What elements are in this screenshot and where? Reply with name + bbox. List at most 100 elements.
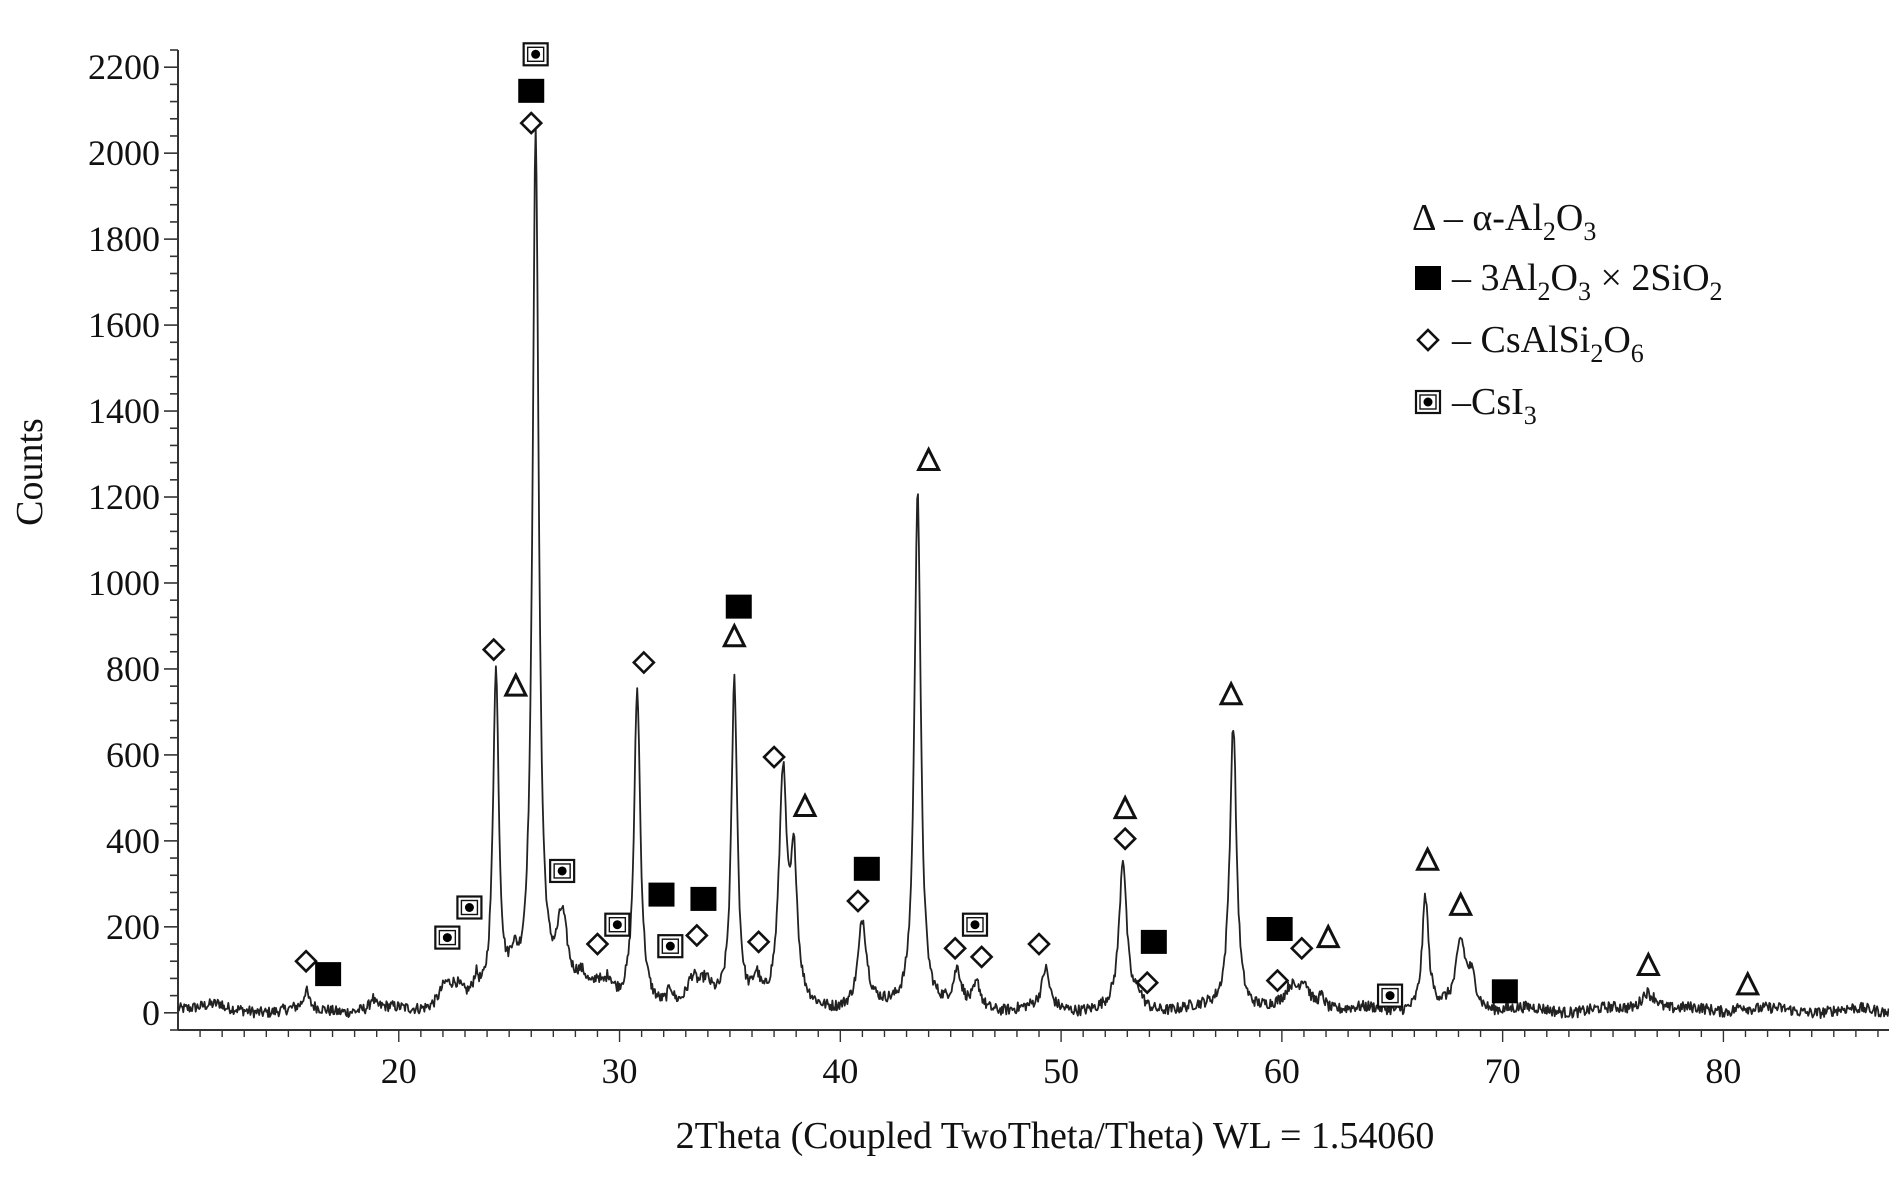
x-tick-label: 80 xyxy=(1705,1051,1741,1091)
marker-diamond xyxy=(631,650,656,675)
square-symbol xyxy=(1491,979,1518,1004)
square-symbol xyxy=(648,882,675,907)
marker-dotbox xyxy=(549,858,576,884)
triangle-symbol xyxy=(1735,970,1761,996)
legend-text-part: – 3Al xyxy=(1451,257,1538,299)
legend-label: Δ – α-Al2O3 xyxy=(1412,197,1596,246)
legend-label: –CsI3 xyxy=(1451,381,1537,430)
marker-diamond xyxy=(294,949,318,974)
legend-entry: – 3Al2O3 × 2SiO2 xyxy=(1415,257,1723,306)
square-symbol xyxy=(1140,929,1167,954)
legend-text-part: –CsI xyxy=(1451,381,1524,423)
y-tick-label: 1000 xyxy=(88,563,160,603)
marker-dotbox xyxy=(456,895,483,920)
marker-triangle xyxy=(1415,845,1441,871)
y-tick-label: 0 xyxy=(142,993,160,1033)
triangle-symbol xyxy=(1112,794,1138,820)
square-symbol xyxy=(690,886,717,911)
dot-symbol xyxy=(665,941,675,951)
diffraction-curve xyxy=(177,125,1889,1019)
triangle-symbol xyxy=(721,622,747,648)
legend-text-part: – CsAlSi xyxy=(1451,319,1590,361)
legend-text-part: O xyxy=(1603,319,1630,361)
diamond-symbol xyxy=(585,932,610,956)
legend-symbol-dotbox xyxy=(1414,389,1442,415)
legend-entry: – CsAlSi2O6 xyxy=(1416,319,1644,368)
marker-triangle xyxy=(1315,923,1341,949)
marker-diamond xyxy=(1135,970,1160,995)
phase-markers xyxy=(294,42,1761,1008)
diamond-symbol xyxy=(631,650,656,675)
inner-box-symbol xyxy=(460,899,479,916)
legend-subscript: 2 xyxy=(1538,277,1551,306)
marker-square xyxy=(1140,929,1167,954)
y-tick-label: 1600 xyxy=(88,305,160,345)
diamond-symbol xyxy=(746,930,771,954)
legend-symbol-diamond xyxy=(1416,328,1440,352)
x-axis-title: 2Theta (Coupled TwoTheta/Theta) WL = 1.5… xyxy=(676,1115,1435,1157)
axes xyxy=(177,50,1889,1031)
legend-text-part: × 2SiO xyxy=(1591,257,1710,299)
legend-subscript: 3 xyxy=(1578,277,1591,306)
inner-box-symbol xyxy=(608,916,627,933)
dot-symbol xyxy=(531,49,541,59)
square-symbol xyxy=(853,856,880,881)
diamond-symbol xyxy=(519,111,544,135)
inner-box-symbol xyxy=(1419,394,1437,410)
marker-triangle xyxy=(1635,951,1661,977)
y-tick-label: 200 xyxy=(106,907,160,947)
inner-box-symbol xyxy=(553,863,571,879)
x-tick-label: 30 xyxy=(602,1051,638,1091)
legend-text-part: O xyxy=(1551,257,1578,299)
legend-subscript: 3 xyxy=(1583,217,1596,246)
diamond-symbol xyxy=(481,637,506,662)
square-symbol xyxy=(1415,266,1441,290)
diamond-symbol xyxy=(762,745,786,769)
marker-triangle xyxy=(1735,970,1761,996)
marker-triangle xyxy=(1218,680,1244,706)
legend-label: – 3Al2O3 × 2SiO2 xyxy=(1451,257,1723,306)
marker-dotbox xyxy=(961,912,989,937)
y-axis-title: Counts xyxy=(9,418,51,526)
marker-square xyxy=(1266,916,1293,941)
inner-box-symbol xyxy=(438,929,457,946)
marker-square xyxy=(518,78,545,103)
y-tick-label: 2000 xyxy=(88,133,160,173)
square-symbol xyxy=(725,594,752,619)
marker-dotbox xyxy=(522,42,549,67)
y-tick-label: 1400 xyxy=(88,391,160,431)
marker-diamond xyxy=(519,111,544,135)
inner-box-symbol xyxy=(966,916,984,933)
marker-square xyxy=(725,594,752,619)
x-tick-label: 60 xyxy=(1264,1051,1300,1091)
marker-diamond xyxy=(846,889,870,913)
marker-triangle xyxy=(1112,794,1138,820)
dot-symbol xyxy=(442,933,452,943)
diamond-symbol xyxy=(1265,968,1290,993)
dot-symbol xyxy=(1385,991,1395,1001)
diamond-symbol xyxy=(1113,826,1137,851)
triangle-symbol xyxy=(503,671,529,697)
triangle-symbol xyxy=(1448,890,1474,916)
triangle-symbol xyxy=(1635,951,1661,977)
marker-diamond xyxy=(1265,968,1290,993)
square-symbol xyxy=(1266,916,1293,941)
legend-subscript: 2 xyxy=(1590,339,1603,368)
marker-dotbox xyxy=(434,925,461,950)
legend-entry: –CsI3 xyxy=(1414,381,1537,430)
y-tick-label: 2200 xyxy=(88,47,160,87)
triangle-symbol xyxy=(1218,680,1244,706)
marker-diamond xyxy=(1289,936,1314,961)
dot-symbol xyxy=(464,903,474,912)
pattern-line xyxy=(177,125,1889,1019)
legend-subscript: 2 xyxy=(1543,217,1556,246)
dot-symbol xyxy=(557,866,567,876)
diamond-symbol xyxy=(846,889,870,913)
dot-symbol xyxy=(970,920,980,930)
y-tick-label: 1800 xyxy=(88,219,160,259)
y-tick-label: 1200 xyxy=(88,477,160,517)
y-tick-label: 800 xyxy=(106,649,160,689)
legend-subscript: 2 xyxy=(1710,277,1723,306)
marker-diamond xyxy=(1113,826,1137,851)
marker-triangle xyxy=(916,446,942,471)
